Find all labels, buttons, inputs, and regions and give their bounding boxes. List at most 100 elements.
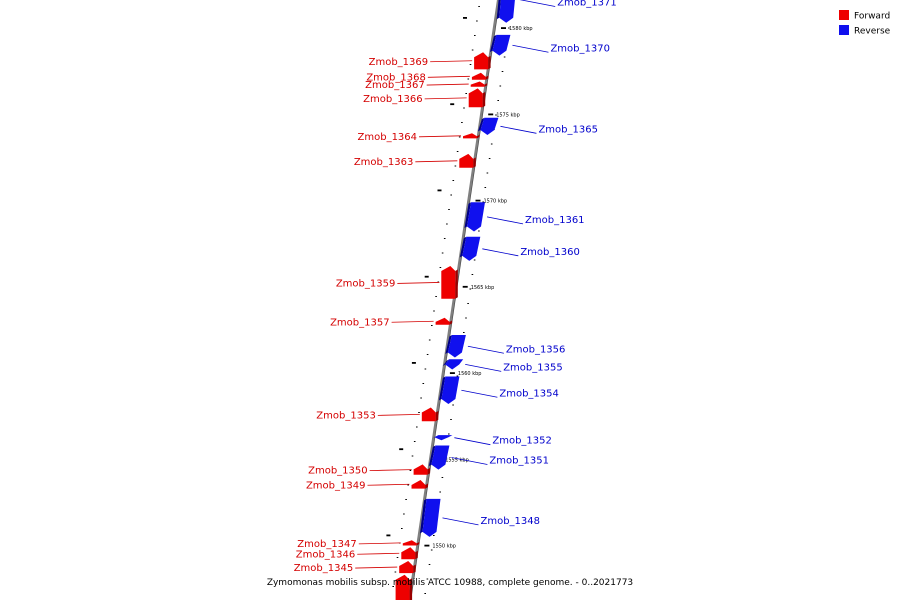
gene-arrow bbox=[447, 335, 466, 358]
gene-zmob-1356 bbox=[445, 335, 466, 358]
gene-arrow bbox=[492, 34, 511, 56]
minor-tick bbox=[450, 194, 452, 196]
scale-tick-mark bbox=[488, 113, 494, 116]
minor-tick bbox=[499, 85, 502, 87]
gene-zmob-1345 bbox=[399, 561, 416, 574]
gene-arrow bbox=[463, 133, 477, 139]
gene-zmob-1366 bbox=[468, 88, 486, 108]
gene-arrow bbox=[421, 407, 436, 422]
scale-tick-mark bbox=[475, 199, 481, 202]
minor-tick bbox=[433, 535, 435, 536]
gene-label-leader bbox=[512, 44, 549, 53]
minor-tick bbox=[452, 180, 455, 181]
minor-tick bbox=[456, 151, 459, 152]
gene-zmob-1355 bbox=[442, 359, 464, 370]
scale-ticks: 1580 kbp 1575 kbp 1570 kbp 1565 kbp 1560 kbp… bbox=[386, 17, 533, 550]
legend-item-forward: Forward bbox=[839, 10, 890, 22]
gene-arrow bbox=[399, 561, 414, 574]
minor-tick bbox=[452, 404, 454, 406]
minor-tick bbox=[461, 122, 463, 123]
minor-tick bbox=[424, 368, 427, 370]
gene-label-leader bbox=[367, 483, 410, 486]
gene-arrow bbox=[480, 117, 499, 135]
minor-tick bbox=[407, 484, 409, 486]
gene-zmob-1357 bbox=[435, 317, 453, 325]
gene-label-leader bbox=[442, 517, 479, 526]
gene-label-leader bbox=[377, 414, 420, 416]
gene-label: Zmob_1369 bbox=[369, 57, 429, 68]
gene-arrow bbox=[462, 236, 481, 261]
minor-tick bbox=[467, 78, 470, 80]
scale-tick-mark bbox=[449, 372, 455, 374]
gene-shade bbox=[488, 55, 491, 70]
gene-label: Zmob_1367 bbox=[365, 80, 425, 91]
minor-tick bbox=[469, 288, 472, 290]
gene-zmob-1371 bbox=[496, 0, 515, 23]
gene-zmob-1369 bbox=[474, 52, 491, 70]
gene-shade bbox=[445, 335, 452, 354]
gene-label-leader bbox=[454, 437, 491, 446]
gene-shade bbox=[477, 117, 485, 132]
gene-arrow bbox=[470, 81, 485, 87]
gene-label: Zmob_1354 bbox=[499, 388, 559, 399]
minor-tick bbox=[490, 143, 493, 145]
gene-label: Zmob_1365 bbox=[538, 124, 598, 135]
gene-shade bbox=[455, 269, 458, 299]
gene-label-leader bbox=[357, 552, 400, 555]
gene-label: Zmob_1371 bbox=[557, 0, 617, 9]
gene-label-leader bbox=[430, 60, 473, 63]
gene-arrow bbox=[411, 480, 426, 489]
legend-swatch bbox=[839, 25, 849, 35]
legend-label: Reverse bbox=[854, 27, 891, 37]
gene-shade bbox=[442, 359, 450, 366]
gene-arrow bbox=[459, 153, 474, 168]
minor-tick bbox=[416, 426, 418, 428]
minor-tick bbox=[473, 259, 476, 261]
minor-tick bbox=[418, 412, 420, 413]
gene-label: Zmob_1353 bbox=[316, 410, 376, 421]
gene-label-leader bbox=[391, 320, 434, 323]
gene-shade bbox=[435, 411, 439, 422]
gene-label: Zmob_1346 bbox=[296, 549, 356, 560]
gene-label: Zmob_1366 bbox=[363, 94, 423, 105]
gene-shade bbox=[413, 564, 416, 574]
gene-zmob-1346 bbox=[401, 547, 418, 560]
minor-tick bbox=[428, 564, 431, 565]
gene-label: Zmob_1364 bbox=[358, 132, 418, 143]
gene-shade bbox=[428, 445, 436, 467]
gene-unlabeled bbox=[395, 574, 413, 600]
gene-label: Zmob_1351 bbox=[489, 456, 549, 467]
gene-shade bbox=[427, 467, 431, 475]
gene-shade bbox=[464, 202, 471, 228]
scale-tick-mark bbox=[386, 534, 391, 537]
scale-tick-mark bbox=[424, 275, 429, 278]
gene-label-leader bbox=[500, 125, 537, 134]
scale-tick-label: 1550 kbp bbox=[432, 544, 456, 550]
gene-zmob-1370 bbox=[489, 34, 511, 56]
gene-shade bbox=[477, 134, 480, 139]
minor-tick bbox=[465, 317, 467, 319]
scale-tick-mark bbox=[463, 17, 467, 19]
legend: Forward Reverse bbox=[839, 10, 891, 37]
gene-label-leader bbox=[486, 216, 524, 225]
gene-zmob-1359 bbox=[441, 266, 458, 299]
gene-arrow bbox=[499, 0, 515, 23]
minor-tick bbox=[394, 571, 397, 573]
minor-tick bbox=[467, 303, 469, 304]
genome-caption: Zymomonas mobilis subsp. mobilis ATCC 10… bbox=[266, 578, 634, 588]
gene-arrow bbox=[474, 52, 489, 70]
minor-tick bbox=[409, 470, 412, 471]
gene-label-leader bbox=[427, 75, 470, 78]
scale-tick-mark bbox=[437, 189, 442, 192]
gene-zmob-1368 bbox=[471, 72, 489, 80]
minor-tick bbox=[454, 165, 457, 167]
minor-tick bbox=[488, 158, 491, 159]
minor-tick bbox=[486, 172, 489, 174]
gene-zmob-1354 bbox=[438, 376, 460, 404]
minor-tick bbox=[503, 56, 506, 58]
gene-arrow bbox=[435, 317, 450, 325]
gene-arrow bbox=[402, 540, 417, 546]
minor-tick bbox=[456, 375, 459, 377]
gene-arrow bbox=[395, 574, 410, 600]
